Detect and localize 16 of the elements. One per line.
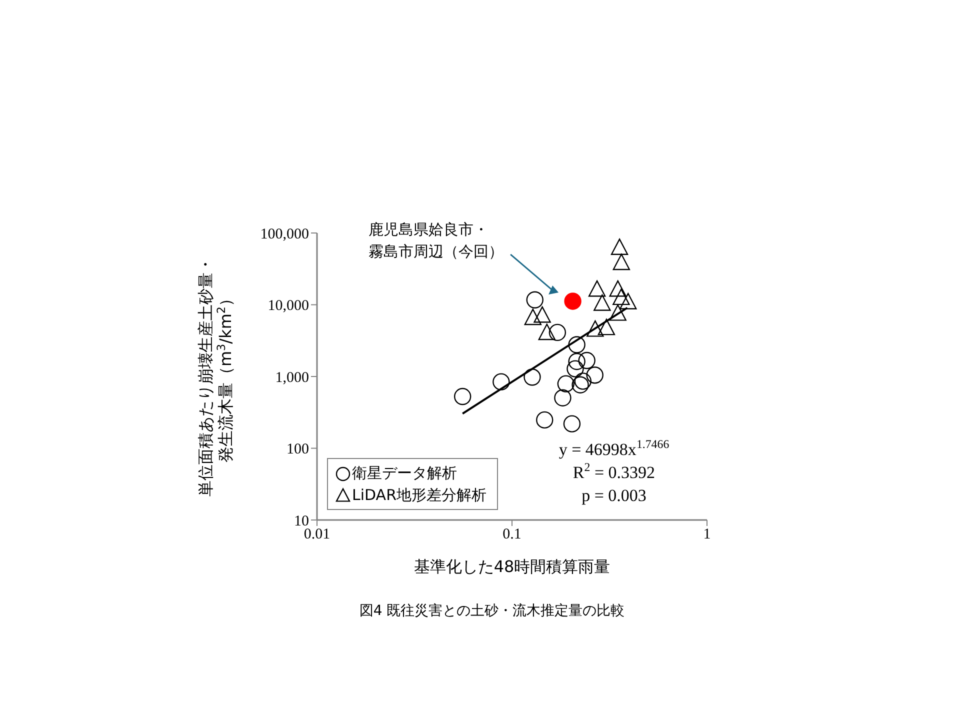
x-tick-label: 0.01 <box>304 526 330 543</box>
legend-label: LiDAR地形差分解析 <box>352 486 486 504</box>
y-tick-label: 100,000 <box>260 226 309 242</box>
annotation: p = 0.003 <box>582 486 646 505</box>
y-tick-label: 100 <box>286 442 309 458</box>
x-tick-label: 0.1 <box>502 526 522 543</box>
y-tick-label: 10 <box>294 513 309 530</box>
x-tick-label: 1 <box>703 526 711 543</box>
caption: 図4 既往災害との土砂・流木推定量の比較 <box>359 603 625 619</box>
annotation: 鹿児島県姶良市・霧島市周辺（今回） <box>368 220 504 260</box>
y-tick-label: 10,000 <box>268 298 309 314</box>
x-axis-title: 基準化した48時間積算雨量 <box>414 557 610 576</box>
annotation: R$^{2}$ = 0.3392 <box>572 460 656 482</box>
legend-label: 衛星データ解析 <box>352 464 457 482</box>
annotation: y = 46998x$^{1.7466}$ <box>558 437 670 459</box>
y-tick-label: 1,000 <box>275 370 309 386</box>
